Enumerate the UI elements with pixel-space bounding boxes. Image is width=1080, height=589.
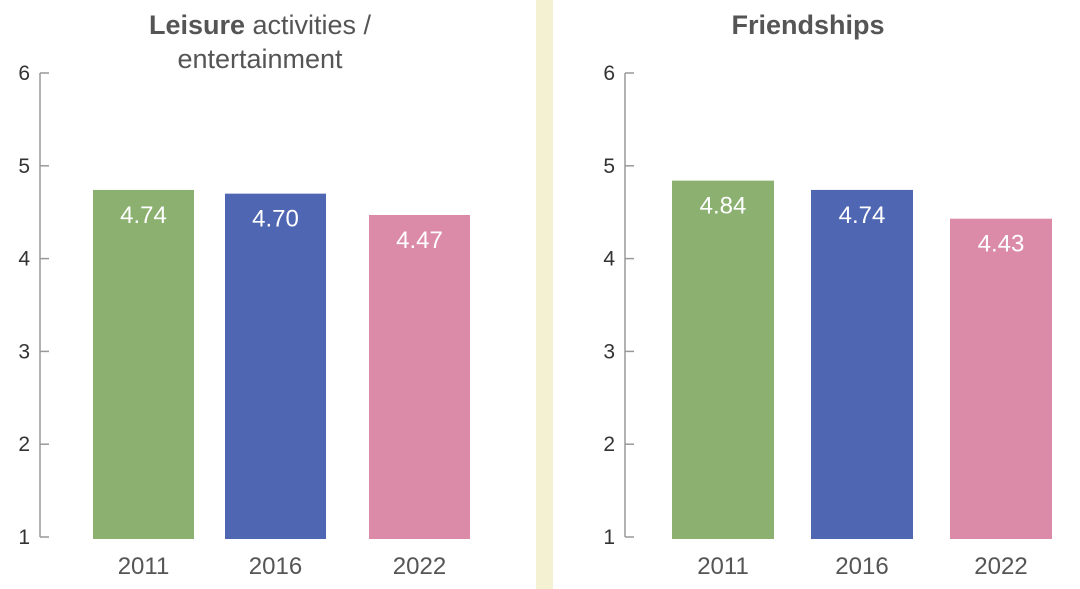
y-tick-label: 2 [603, 433, 615, 456]
y-tick-label: 6 [18, 62, 30, 85]
bar-2016 [811, 189, 913, 540]
x-category-label: 2022 [974, 553, 1027, 580]
y-tick-label: 6 [603, 62, 615, 85]
bar-2016 [225, 193, 326, 539]
y-tick-label: 4 [603, 248, 615, 271]
bar-2022 [950, 218, 1052, 540]
x-category-label: 2016 [835, 553, 888, 580]
y-tick-label: 5 [18, 155, 30, 178]
bar-value-label: 4.74 [120, 202, 167, 229]
panel-divider [536, 0, 553, 589]
bar-value-label: 4.74 [839, 202, 886, 229]
y-tick-label: 3 [18, 340, 30, 363]
bar-value-label: 4.70 [252, 206, 299, 233]
y-tick-label: 2 [18, 433, 30, 456]
bar-value-label: 4.84 [700, 193, 747, 220]
chart-title-bold: Friendships [731, 10, 885, 40]
bar-chart-leisure: 1 2 3 4 5 6 4.74 2011 4.70 2016 4.47 2022 [18, 62, 470, 580]
chart-title-bold: Leisure [148, 10, 245, 40]
y-tick-label: 1 [18, 526, 30, 549]
bar-2011 [93, 189, 194, 540]
bar-value-label: 4.43 [978, 231, 1025, 258]
y-tick-label: 4 [18, 248, 30, 271]
bar-2011 [672, 180, 774, 539]
x-category-label: 2016 [249, 553, 302, 580]
x-category-label: 2011 [118, 553, 170, 580]
x-category-label: 2011 [697, 553, 749, 580]
x-category-label: 2022 [393, 553, 446, 580]
bar-chart-friendships: 1 2 3 4 5 6 4.84 2011 4.74 2016 4.43 2022 [603, 62, 1052, 580]
chart-title: Leisure activities / entertainment [110, 8, 410, 76]
y-tick-label: 5 [603, 155, 615, 178]
y-tick-label: 1 [603, 526, 615, 549]
chart-title: Friendships [643, 8, 973, 42]
bar-value-label: 4.47 [396, 227, 443, 254]
chart-title-rest: activities / entertainment [177, 10, 372, 74]
y-tick-label: 3 [603, 340, 615, 363]
chart-panel-leisure: Leisure activities / entertainment 1 2 3 4 5… [0, 0, 536, 589]
bar-2022 [369, 214, 470, 539]
chart-panel-friendships: Friendships 1 2 3 4 5 6 4.84 2011 4.74 2016 4.43 20… [553, 0, 1080, 589]
